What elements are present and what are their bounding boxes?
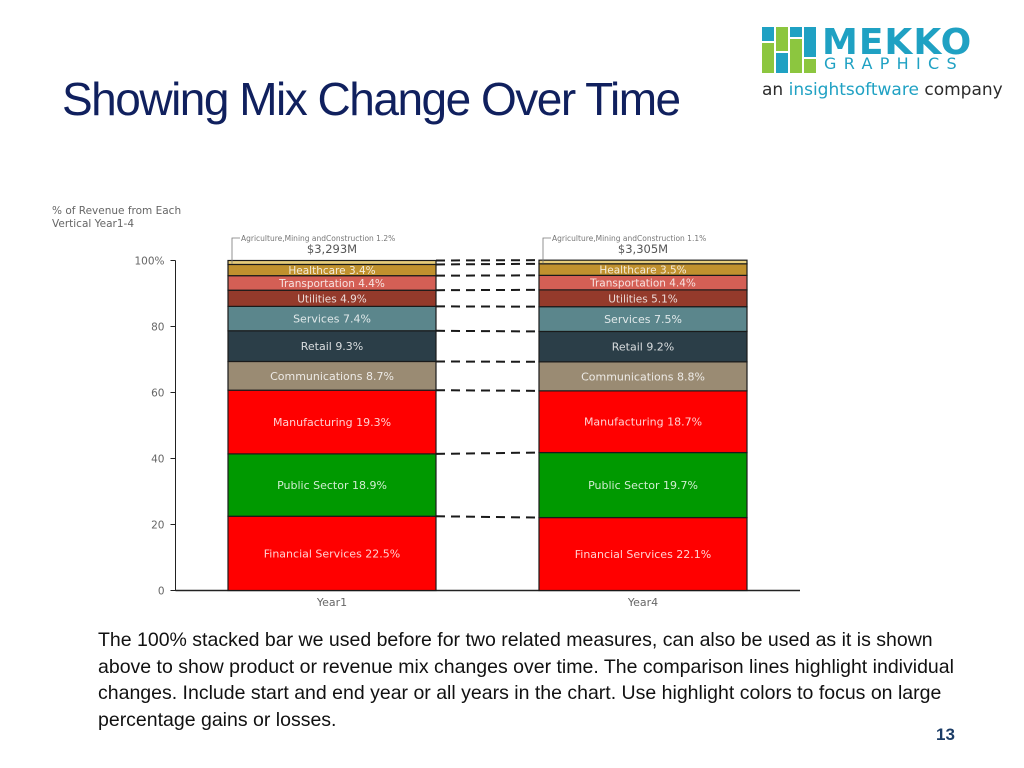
segment-label: Healthcare 3.5% [599,265,686,277]
logo-mark-icon [762,27,816,73]
x-category-label: Year1 [316,596,347,609]
bar-total-label: $3,293M [307,242,357,256]
segment-label: Services 7.5% [604,313,682,326]
callout-line [231,237,240,264]
logo-tagline-post: company [918,80,1003,100]
comparison-line [435,329,540,333]
logo-tagline: an insightsoftware company [762,80,1003,100]
bar-segment [227,389,437,455]
y-tick-label: 40 [151,454,164,466]
segment-label: Utilities 4.9% [297,293,367,305]
y-tick-label: 80 [151,322,164,334]
logo-tagline-pre: an [762,80,789,100]
y-tick-label: 100% [134,256,164,268]
y-tick-label: 60 [151,388,164,400]
mekko-graphics-logo: MEKKO GRAPHICS an insightsoftware compan… [760,22,1003,110]
segment-label: Retail 9.2% [612,341,675,354]
bar-segment [538,361,748,392]
bar-total-label: $3,305M [618,242,668,256]
callout-label: Agriculture,Mining andConstruction 1.1% [552,234,706,243]
callout-line [542,237,551,264]
bar-segment [538,390,748,454]
segment-label: Retail 9.3% [301,340,364,353]
segment-label: Utilities 5.1% [608,293,678,305]
slide-body-text: The 100% stacked bar we used before for … [98,629,954,731]
segment-label: Services 7.4% [293,313,371,326]
y-tick-label: 0 [158,586,165,598]
segment-label: Transportation 4.4% [278,278,385,290]
callout-label: Agriculture,Mining andConstruction 1.2% [241,234,395,243]
comparison-line [435,515,540,519]
bar-segment [227,330,437,363]
segment-label: Communications 8.8% [581,370,705,383]
logo-tagline-highlight: insightsoftware [788,80,919,100]
stacked-bar-chart: % of Revenue from Each Vertical Year1-4 0 2… [52,205,800,609]
segment-label: Manufacturing 18.7% [584,416,702,429]
segment-label: Transportation 4.4% [589,278,696,290]
y-axis-title: % of Revenue from Each Vertical Year1-4 [52,205,181,230]
segment-label: Healthcare 3.4% [288,265,375,277]
comparison-line [435,451,540,455]
segment-label: Public Sector 19.7% [588,479,698,492]
bar-segment [227,305,437,332]
slide-title: Showing Mix Change Over Time [62,73,681,125]
segment-label: Financial Services 22.5% [264,547,401,560]
page-number: 13 [936,725,955,744]
y-tick-label: 20 [151,520,164,532]
comparison-line [435,389,540,392]
logo-brand-text: MEKKO [822,22,973,63]
segment-label: Public Sector 18.9% [277,479,387,492]
segment-label: Financial Services 22.1% [575,548,712,561]
bar-segment [227,259,437,266]
segment-label: Communications 8.7% [270,370,394,383]
x-category-label: Year4 [627,596,658,609]
comparison-line [435,262,540,266]
segment-label: Manufacturing 19.3% [273,416,391,429]
logo-sub-text: GRAPHICS [824,54,964,73]
bar-segment [538,259,748,265]
